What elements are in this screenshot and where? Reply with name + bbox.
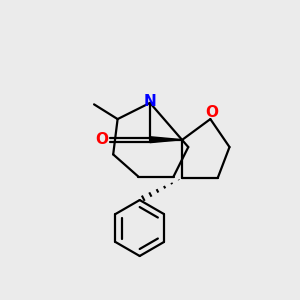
Polygon shape [150,137,182,142]
Text: N: N [144,94,156,109]
Text: O: O [95,132,109,147]
Text: O: O [205,105,218,120]
